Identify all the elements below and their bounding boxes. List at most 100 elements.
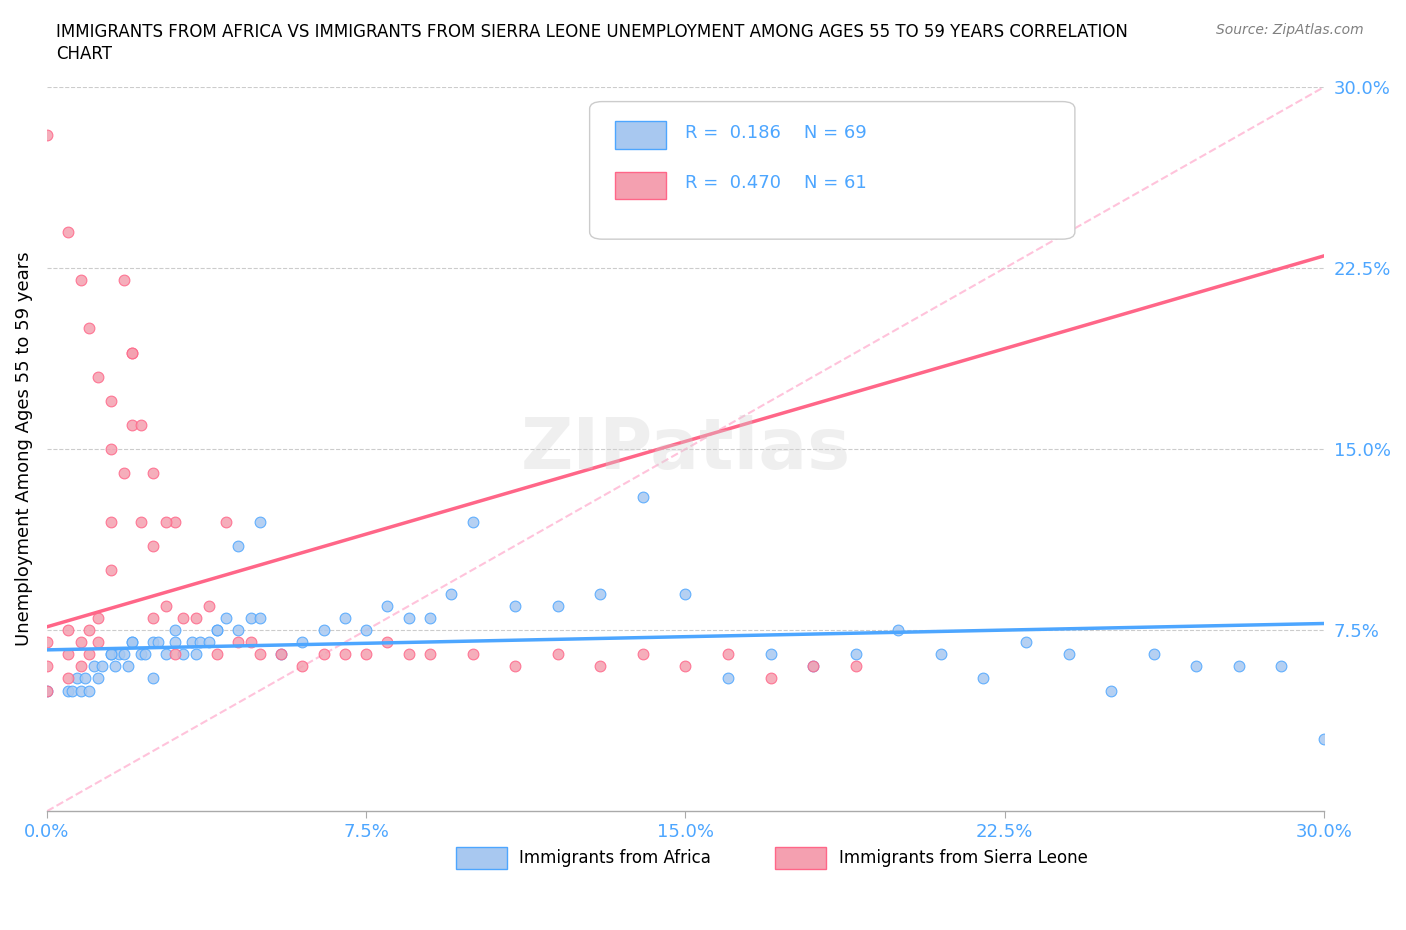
Text: ZIPatlas: ZIPatlas bbox=[520, 415, 851, 484]
Point bbox=[56, 623, 79, 638]
Point bbox=[759, 671, 782, 686]
Point bbox=[100, 442, 122, 457]
Point bbox=[87, 635, 110, 650]
Point bbox=[929, 647, 952, 662]
Point bbox=[142, 671, 165, 686]
Point bbox=[112, 647, 135, 662]
Point bbox=[146, 635, 169, 650]
Point bbox=[291, 659, 314, 674]
Point bbox=[205, 623, 228, 638]
Point bbox=[270, 647, 292, 662]
Point bbox=[972, 671, 994, 686]
Point bbox=[121, 635, 143, 650]
Point bbox=[56, 224, 79, 239]
Point bbox=[70, 684, 93, 698]
Point bbox=[155, 599, 177, 614]
Point bbox=[461, 647, 484, 662]
Point bbox=[70, 272, 93, 287]
Point bbox=[887, 623, 910, 638]
Point bbox=[205, 623, 228, 638]
Point bbox=[801, 659, 824, 674]
Point bbox=[1015, 635, 1038, 650]
Point bbox=[270, 647, 292, 662]
Point bbox=[228, 623, 250, 638]
Point bbox=[155, 647, 177, 662]
Point bbox=[163, 514, 186, 529]
Point bbox=[62, 684, 84, 698]
Point bbox=[117, 659, 139, 674]
Point bbox=[184, 611, 207, 626]
Point bbox=[547, 599, 569, 614]
Text: R =  0.470    N = 61: R = 0.470 N = 61 bbox=[685, 175, 868, 193]
Bar bbox=[456, 847, 506, 870]
Point bbox=[249, 514, 271, 529]
Point bbox=[333, 647, 356, 662]
Point bbox=[172, 647, 194, 662]
Bar bbox=[616, 172, 666, 199]
Point bbox=[134, 647, 156, 662]
Point bbox=[377, 599, 399, 614]
Point bbox=[70, 635, 93, 650]
Point bbox=[35, 659, 58, 674]
Point bbox=[35, 635, 58, 650]
Point bbox=[589, 659, 612, 674]
Point bbox=[87, 369, 110, 384]
Point bbox=[1143, 647, 1166, 662]
Point bbox=[100, 393, 122, 408]
Point bbox=[547, 647, 569, 662]
Point bbox=[100, 647, 122, 662]
Text: Immigrants from Africa: Immigrants from Africa bbox=[519, 849, 711, 868]
Point bbox=[75, 671, 97, 686]
Point bbox=[205, 647, 228, 662]
Point bbox=[79, 321, 101, 336]
Point bbox=[291, 635, 314, 650]
Point bbox=[589, 587, 612, 602]
Point bbox=[717, 671, 740, 686]
Point bbox=[1185, 659, 1208, 674]
Point bbox=[188, 635, 211, 650]
Point bbox=[79, 684, 101, 698]
Point bbox=[121, 418, 143, 432]
Text: Immigrants from Sierra Leone: Immigrants from Sierra Leone bbox=[838, 849, 1087, 868]
Text: IMMIGRANTS FROM AFRICA VS IMMIGRANTS FROM SIERRA LEONE UNEMPLOYMENT AMONG AGES 5: IMMIGRANTS FROM AFRICA VS IMMIGRANTS FRO… bbox=[56, 23, 1128, 41]
Point bbox=[87, 611, 110, 626]
Point bbox=[129, 514, 152, 529]
Point bbox=[398, 647, 420, 662]
Point bbox=[79, 647, 101, 662]
Point bbox=[461, 514, 484, 529]
Point bbox=[440, 587, 463, 602]
Bar bbox=[616, 121, 666, 149]
Point bbox=[673, 659, 696, 674]
Point bbox=[845, 647, 868, 662]
Point bbox=[104, 659, 127, 674]
Point bbox=[121, 345, 143, 360]
Point bbox=[228, 635, 250, 650]
Point bbox=[249, 611, 271, 626]
Point bbox=[377, 635, 399, 650]
Point bbox=[354, 623, 377, 638]
Text: R =  0.186    N = 69: R = 0.186 N = 69 bbox=[685, 124, 868, 141]
Point bbox=[312, 647, 335, 662]
Point bbox=[717, 647, 740, 662]
Point bbox=[419, 611, 441, 626]
Bar bbox=[775, 847, 825, 870]
Point bbox=[197, 599, 219, 614]
Point bbox=[312, 623, 335, 638]
Point bbox=[631, 647, 654, 662]
Text: Source: ZipAtlas.com: Source: ZipAtlas.com bbox=[1216, 23, 1364, 37]
Point bbox=[1313, 731, 1336, 746]
Point bbox=[56, 684, 79, 698]
Point bbox=[801, 659, 824, 674]
Point bbox=[142, 635, 165, 650]
Point bbox=[35, 684, 58, 698]
Point bbox=[1057, 647, 1080, 662]
Point bbox=[70, 659, 93, 674]
Point bbox=[129, 418, 152, 432]
Point bbox=[100, 514, 122, 529]
Point bbox=[121, 635, 143, 650]
Point bbox=[100, 647, 122, 662]
Point bbox=[419, 647, 441, 662]
Point bbox=[155, 514, 177, 529]
Point bbox=[240, 611, 263, 626]
Point bbox=[503, 599, 526, 614]
